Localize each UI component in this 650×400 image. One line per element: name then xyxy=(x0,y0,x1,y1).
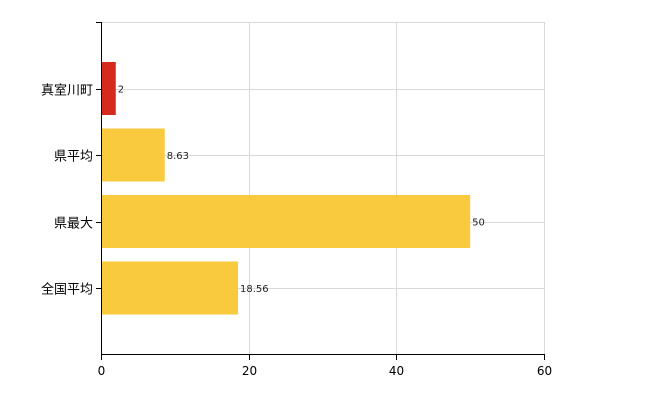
category-label: 県平均 xyxy=(54,150,93,165)
x-tick-label: 20 xyxy=(242,364,257,378)
bar-3 xyxy=(101,195,471,248)
bar-4 xyxy=(101,261,239,315)
x-tick-label: 0 xyxy=(98,364,106,378)
x-tick-label: 40 xyxy=(389,364,404,378)
data-label: 18.56 xyxy=(240,284,269,295)
category-label: 県最大 xyxy=(54,217,93,232)
category-label: 真室川町 xyxy=(41,83,93,99)
category-label: 全国平均 xyxy=(41,282,93,298)
axis-layer xyxy=(96,22,545,360)
x-tick-label: 60 xyxy=(537,364,552,378)
data-label: 2 xyxy=(118,85,124,96)
bar-layer xyxy=(101,62,471,315)
bar-1 xyxy=(101,62,116,115)
data-label: 50 xyxy=(472,218,485,229)
data-label: 8.63 xyxy=(167,151,189,162)
bar-2 xyxy=(101,128,165,182)
